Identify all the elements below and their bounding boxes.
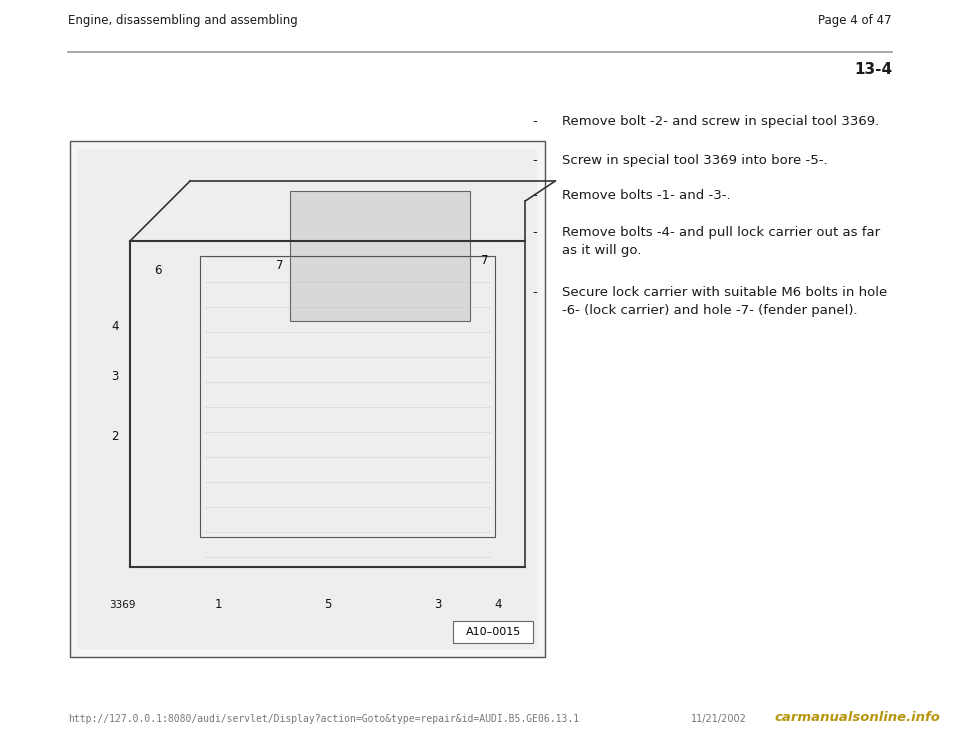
Text: A10–0015: A10–0015 [466,627,521,637]
Text: 7: 7 [481,255,489,267]
Text: Secure lock carrier with suitable M6 bolts in hole
-6- (lock carrier) and hole -: Secure lock carrier with suitable M6 bol… [562,286,887,317]
Text: 3: 3 [434,598,442,611]
Text: 3: 3 [111,370,119,383]
Text: carmanualsonline.info: carmanualsonline.info [774,711,940,724]
Text: Screw in special tool 3369 into bore -5-.: Screw in special tool 3369 into bore -5-… [562,154,828,167]
Text: -: - [533,115,538,128]
Bar [290,191,470,321]
Text: 13-4: 13-4 [853,62,892,77]
Text: Page 4 of 47: Page 4 of 47 [819,14,892,27]
Text: 1: 1 [214,598,222,611]
Text: 3369: 3369 [108,600,135,610]
Text: http://127.0.0.1:8080/audi/servlet/Display?action=Goto&type=repair&id=AUDI.B5.GE: http://127.0.0.1:8080/audi/servlet/Displ… [68,714,579,724]
Text: Engine, disassembling and assembling: Engine, disassembling and assembling [68,14,298,27]
Text: -: - [533,189,538,203]
Text: 6: 6 [155,264,162,278]
Bar [70,141,545,657]
Bar [453,620,534,643]
Text: 4: 4 [494,598,502,611]
Text: Remove bolt -2- and screw in special tool 3369.: Remove bolt -2- and screw in special too… [562,115,878,128]
Text: Remove bolts -4- and pull lock carrier out as far
as it will go.: Remove bolts -4- and pull lock carrier o… [562,226,879,257]
Text: -: - [533,226,538,240]
Text: 5: 5 [324,598,332,611]
Text: -: - [533,286,538,299]
Text: Remove bolts -1- and -3-.: Remove bolts -1- and -3-. [562,189,731,203]
Text: 2: 2 [111,430,119,443]
Text: 4: 4 [111,320,119,333]
Text: 11/21/2002: 11/21/2002 [691,714,747,724]
Text: -: - [533,154,538,167]
Text: 7: 7 [276,260,284,272]
Bar [78,149,538,649]
